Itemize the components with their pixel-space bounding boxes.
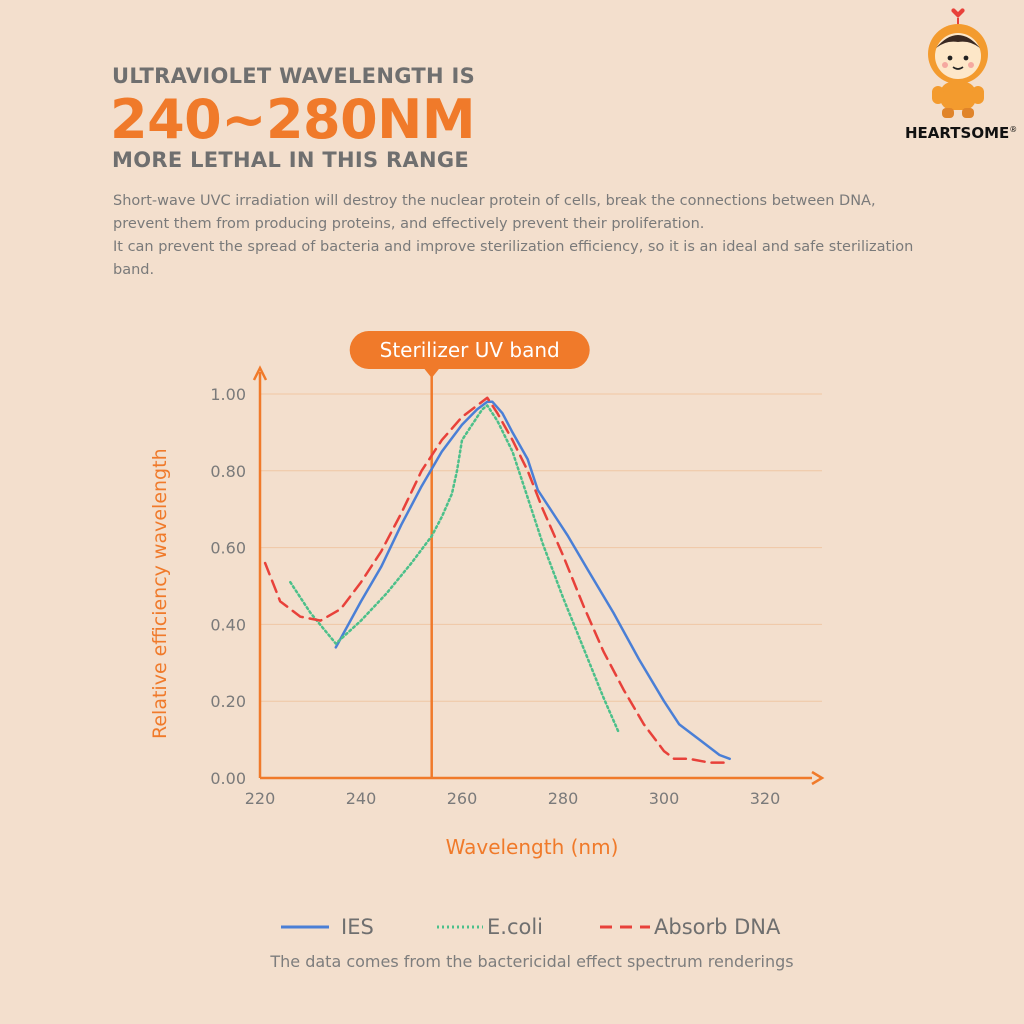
astronaut-mascot-icon [928,8,988,118]
series-ies [334,400,731,761]
y-tick-label: 0.80 [210,462,246,481]
x-tick-label: 300 [649,789,680,808]
description-paragraph-1: Short-wave UVC irradiation will destroy … [113,193,876,232]
y-tick-label: 0.20 [210,692,246,711]
legend-item-absorb-dna: Absorb DNA [600,912,780,942]
sterilizer-band-label: Sterilizer UV band [380,338,560,362]
legend-label-ecoli: E.coli [487,915,544,939]
chart-legend: IES E.coli Absorb DNA [0,912,1024,942]
uv-efficiency-chart: Sterilizer UV band 0.00 0.20 0.40 0.60 0.80 1… [149,331,825,859]
brand-logo: HEARTSOME® [905,124,1017,142]
x-tick-label: 220 [245,789,276,808]
x-tick-label: 260 [447,789,478,808]
y-tick-label: 1.00 [210,385,246,404]
y-tick-label: 0.00 [210,769,246,788]
source-note: The data comes from the bactericidal eff… [270,952,794,971]
headline-wavelength-range: 240~280NM [110,88,476,151]
legend-item-ecoli: E.coli [437,912,543,942]
legend-item-ies: IES [281,912,374,942]
headline-line-1: ULTRAVIOLET WAVELENGTH IS [112,64,476,88]
x-tick-label: 240 [346,789,377,808]
legend-label-absorb-dna: Absorb DNA [654,915,781,939]
x-axis-arrow [811,770,825,786]
registered-mark: ® [1009,125,1018,134]
legend-label-ies: IES [341,915,374,939]
y-tick-label: 0.40 [210,615,246,634]
y-axis-title: Relative efficiency wavelength [149,448,171,739]
series-ecoli [289,404,620,734]
y-tick-label: 0.60 [210,539,246,558]
x-tick-label: 320 [750,789,781,808]
brand-name: HEARTSOME [905,124,1010,142]
x-tick-label: 280 [548,789,579,808]
y-axis-arrow [252,365,268,381]
x-axis-title: Wavelength (nm) [446,835,619,859]
sterilizer-band-pointer [423,368,440,378]
headline-line-3: MORE LETHAL IN THIS RANGE [112,148,470,172]
series-absorb-dna [263,396,726,764]
sterilizer-band-badge [349,331,590,369]
description-paragraph-2: It can prevent the spread of bacteria an… [113,239,914,278]
